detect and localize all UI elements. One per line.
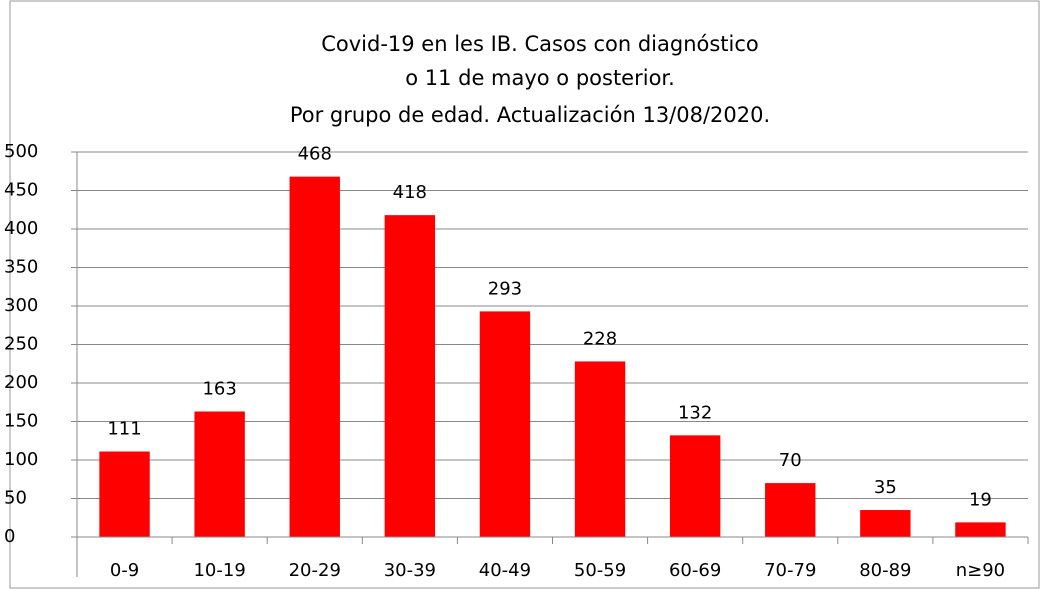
y-tick-label: 150 — [4, 411, 38, 432]
data-label: 293 — [488, 278, 522, 299]
y-tick-label: 500 — [4, 141, 38, 162]
bar — [860, 510, 911, 537]
bar — [479, 311, 531, 537]
data-label: 163 — [202, 378, 236, 399]
x-tick-label: 60-69 — [669, 560, 721, 581]
y-tick-label: 0 — [4, 526, 15, 547]
y-tick-label: 200 — [4, 372, 38, 393]
bar — [384, 215, 436, 537]
y-tick-label: 300 — [4, 295, 38, 316]
y-tick-label: 100 — [4, 449, 38, 470]
bar — [955, 522, 1006, 537]
chart-title: o 11 de mayo o posterior. — [405, 66, 675, 90]
y-tick-label: 450 — [4, 180, 38, 201]
x-tick-label: 50-59 — [574, 560, 626, 581]
chart-title: Por grupo de edad. Actualización 13/08/2… — [290, 103, 770, 127]
x-tick-label: 10-19 — [193, 560, 245, 581]
x-tick-label: n≥90 — [956, 560, 1005, 581]
data-label: 228 — [583, 328, 617, 349]
bar — [669, 435, 721, 537]
bar — [194, 411, 245, 537]
data-label: 19 — [969, 489, 992, 510]
y-tick-label: 250 — [4, 334, 38, 355]
y-tick-label: 50 — [4, 488, 27, 509]
bar — [99, 451, 150, 537]
y-tick-label: 350 — [4, 257, 38, 278]
data-label: 111 — [107, 419, 141, 440]
bar — [289, 176, 340, 537]
x-tick-label: 40-49 — [479, 560, 531, 581]
data-label: 468 — [298, 144, 332, 165]
data-label: 132 — [678, 402, 712, 423]
x-tick-label: 30-39 — [384, 560, 436, 581]
data-label: 35 — [874, 477, 897, 498]
x-tick-label: 0-9 — [110, 560, 139, 581]
x-tick-label: 80-89 — [859, 560, 911, 581]
chart-title: Covid-19 en les IB. Casos con diagnóstic… — [321, 32, 759, 56]
data-label: 418 — [393, 182, 427, 203]
bar — [765, 483, 816, 537]
y-tick-label: 400 — [4, 218, 38, 239]
x-tick-label: 70-79 — [764, 560, 816, 581]
x-tick-label: 20-29 — [289, 560, 341, 581]
bar — [574, 361, 626, 537]
data-label: 70 — [779, 450, 802, 471]
